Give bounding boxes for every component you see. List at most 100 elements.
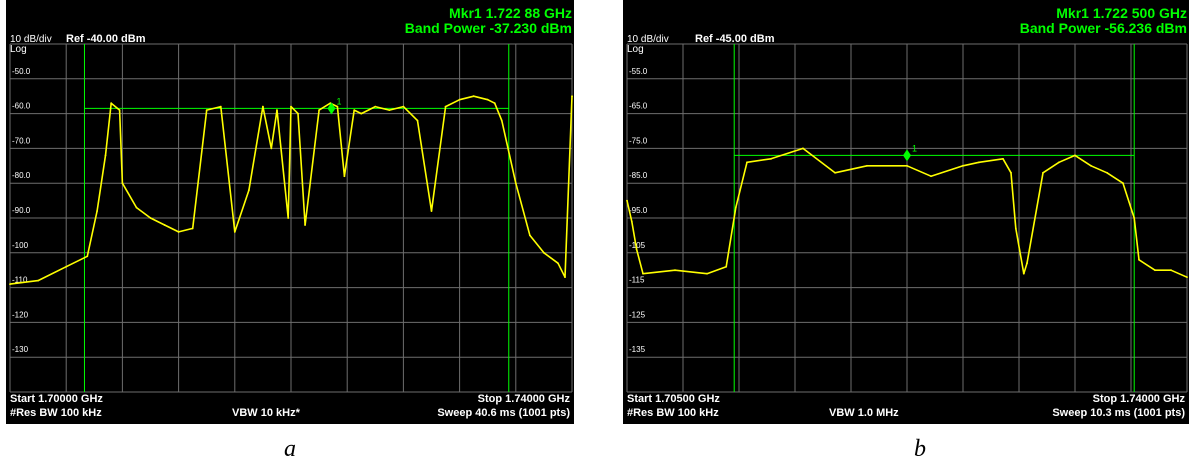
trace-point <box>416 119 419 122</box>
trace-point <box>706 272 708 275</box>
trace-point <box>9 283 11 286</box>
trace-point <box>388 109 391 112</box>
trace-point <box>906 164 908 167</box>
trace-point <box>626 199 628 202</box>
trace-point <box>233 231 236 233</box>
trace-point <box>746 161 748 164</box>
y-tick-label: -85.0 <box>629 171 648 180</box>
ref-level-label: Ref -45.00 dBm <box>695 33 775 45</box>
trace-point <box>1090 164 1092 167</box>
trace-point <box>402 105 405 108</box>
trace-point <box>110 102 113 105</box>
trace-point <box>1138 258 1140 261</box>
caption-a: a <box>284 436 296 462</box>
trace-point <box>1186 276 1188 279</box>
spectrum-plot-a: -50.0 -60.0 -70.0 -80.0 -90.0 -100 -110 -120 -13… <box>9 43 573 393</box>
marker-readout: Mkr1 1.722 500 GHz <box>1056 5 1187 21</box>
trace-point <box>287 217 290 219</box>
trace-point <box>486 98 489 101</box>
trace-point <box>219 105 222 108</box>
trace-point <box>163 224 166 226</box>
trace-point <box>834 171 836 174</box>
trace-point <box>191 227 194 230</box>
trace-point <box>247 189 250 192</box>
marker-number: 1 <box>912 143 917 153</box>
trace-point <box>318 109 320 112</box>
trace-point <box>262 105 264 108</box>
y-tick-label: -80.0 <box>12 171 31 180</box>
trace-point <box>343 175 346 178</box>
trace-point <box>528 234 531 237</box>
scale-label: 10 dB/div <box>10 34 52 45</box>
trace-point <box>674 269 676 272</box>
y-tick-label: -105 <box>629 241 646 250</box>
trace-point <box>500 119 503 122</box>
trace-point <box>1058 161 1060 164</box>
band-power-readout: Band Power -56.236 dBm <box>1019 20 1187 36</box>
trace-point <box>962 164 964 167</box>
trace-point <box>635 248 638 251</box>
trace-point <box>360 112 363 115</box>
y-tick-label: -65.0 <box>629 102 648 111</box>
trace-point <box>1042 171 1044 174</box>
trace-point <box>65 265 68 268</box>
log-label: Log <box>627 44 644 55</box>
trace-point <box>564 276 566 279</box>
marker-diamond <box>903 149 911 162</box>
y-tick-label: -130 <box>12 345 29 354</box>
trace-point <box>642 272 644 275</box>
trace-point <box>121 182 124 185</box>
trace-point <box>304 224 306 226</box>
trace-point <box>444 105 447 108</box>
trace-point <box>978 161 980 164</box>
marker-readout: Mkr1 1.722 88 GHz <box>449 5 572 21</box>
trace-point <box>1170 269 1172 272</box>
trace-point <box>472 95 475 98</box>
trace-point <box>118 109 121 112</box>
y-tick-label: -120 <box>12 310 29 319</box>
marker-number: 1 <box>336 96 341 106</box>
y-tick-label: -50.0 <box>12 67 31 76</box>
spectrum-panel-b: -55.0 -65.0 -75.0 -85.0 -95.0 -105 -115 -125 -13… <box>623 0 1189 424</box>
trace-point <box>458 98 461 101</box>
y-tick-label: -110 <box>12 276 28 285</box>
y-tick-label: -125 <box>629 310 646 319</box>
trace-point <box>96 210 99 212</box>
trace-point <box>493 102 496 105</box>
y-tick-label: -135 <box>629 345 646 354</box>
trace-point <box>571 95 573 98</box>
trace-point <box>297 112 299 115</box>
trace-point <box>1010 171 1012 174</box>
trace-point <box>37 279 39 282</box>
start-frequency-label: Start 1.70500 GHz <box>627 393 720 405</box>
trace-point <box>1026 262 1028 265</box>
stop-frequency-label: Stop 1.74000 GHz <box>477 393 570 405</box>
y-tick-label: -95.0 <box>629 206 648 215</box>
trace-point <box>543 251 545 254</box>
trace-point <box>1154 269 1156 272</box>
trace-point <box>630 220 633 223</box>
resolution-bandwidth-label: #Res BW 100 kHz <box>10 407 102 419</box>
start-frequency-label: Start 1.70000 GHz <box>10 393 103 405</box>
trace-point <box>1074 154 1076 157</box>
trace-point <box>149 217 152 219</box>
spectrum-plot-b: -55.0 -65.0 -75.0 -85.0 -95.0 -105 -115 -125 -13… <box>626 43 1188 393</box>
trace-point <box>557 262 559 265</box>
trace-point <box>336 105 339 108</box>
trace-point <box>725 265 728 268</box>
trace-point <box>1022 272 1025 275</box>
trace-point <box>1106 171 1108 174</box>
trace-point <box>205 109 208 112</box>
trace-point <box>930 175 932 178</box>
trace-point <box>734 206 737 209</box>
trace-point <box>1133 217 1136 219</box>
video-bandwidth-label: VBW 10 kHz* <box>232 407 300 419</box>
trace-point <box>290 105 292 108</box>
sweep-time-label: Sweep 10.3 ms (1001 pts) <box>1052 407 1185 419</box>
trace-point <box>270 147 273 150</box>
scale-label: 10 dB/div <box>627 34 669 45</box>
trace-point <box>104 154 107 157</box>
y-tick-label: -60.0 <box>12 102 31 111</box>
marker-diamond <box>327 102 336 115</box>
y-tick-label: -55.0 <box>629 67 648 76</box>
